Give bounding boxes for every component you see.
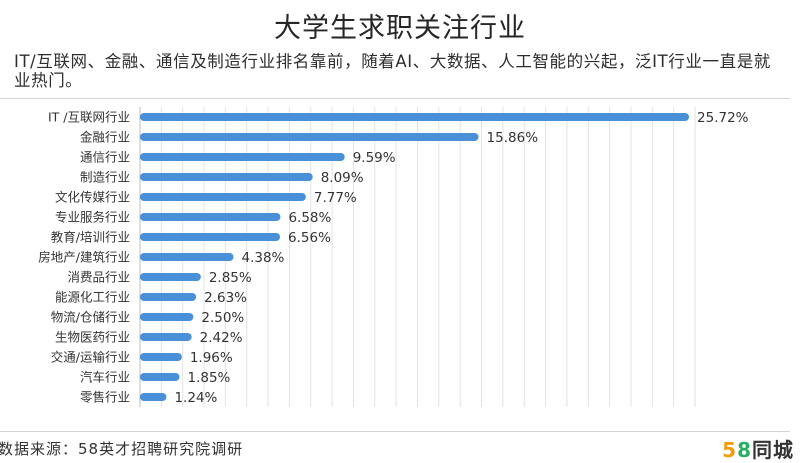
logo-text: 同城 [752,438,794,462]
value-label: 6.58% [288,210,331,226]
category-label: IT /互联网行业 [48,110,130,125]
value-label: 1.24% [174,390,217,406]
value-label: 1.96% [190,350,233,366]
bar [140,213,281,221]
category-label: 零售行业 [80,390,130,405]
value-label: 15.86% [487,130,539,146]
value-label: 9.59% [353,150,396,166]
chart-title: 大学生求职关注行业 [274,13,526,44]
category-label: 通信行业 [80,150,130,165]
category-label: 物流/仓储行业 [51,310,130,325]
bar [140,293,197,301]
brand-logo: 58同城 [722,434,794,463]
value-label: 1.85% [187,370,230,386]
bar [140,313,194,321]
category-label: 文化传媒行业 [55,190,130,205]
bar [140,193,306,201]
category-label: 能源化工行业 [55,290,130,305]
bar [140,273,201,281]
bar [140,393,167,401]
logo-digit-8: 8 [737,438,752,462]
category-label: 交通/运输行业 [51,350,130,365]
bar [140,353,182,361]
category-label: 制造行业 [80,170,130,185]
category-label: 房地产/建筑行业 [38,250,130,265]
category-label: 汽车行业 [80,370,130,385]
chart-frame [0,98,790,432]
bar [140,113,690,121]
category-label: 专业服务行业 [55,210,130,225]
value-label: 2.85% [209,270,252,286]
bar [140,233,281,241]
bar [140,173,313,181]
data-source-note: 数据来源：58英才招聘研究院调研 [0,440,244,458]
category-label: 消费品行业 [67,270,130,285]
value-label: 2.63% [204,290,247,306]
bar [140,253,234,261]
value-label: 7.77% [314,190,357,206]
category-label: 生物医药行业 [55,330,130,345]
bar [140,373,180,381]
value-label: 25.72% [697,110,749,126]
value-label: 4.38% [241,250,284,266]
chart-subtitle: IT/互联网、金融、通信及制造行业排名靠前，随着AI、大数据、人工智能的兴起，泛… [14,52,771,90]
category-label: 金融行业 [80,130,130,145]
bar [140,133,479,141]
bar-chart: IT /互联网行业 25.72% 金融行业 15.86% 通信行业 9.59% 制造行业 8.… [38,107,749,407]
value-label: 6.56% [288,230,331,246]
value-label: 2.50% [201,310,244,326]
logo-digit-5: 5 [722,438,738,462]
value-label: 2.42% [200,330,243,346]
bar [140,333,192,341]
category-label: 教育/培训行业 [51,230,130,245]
bar [140,153,345,161]
value-label: 8.09% [321,170,364,186]
